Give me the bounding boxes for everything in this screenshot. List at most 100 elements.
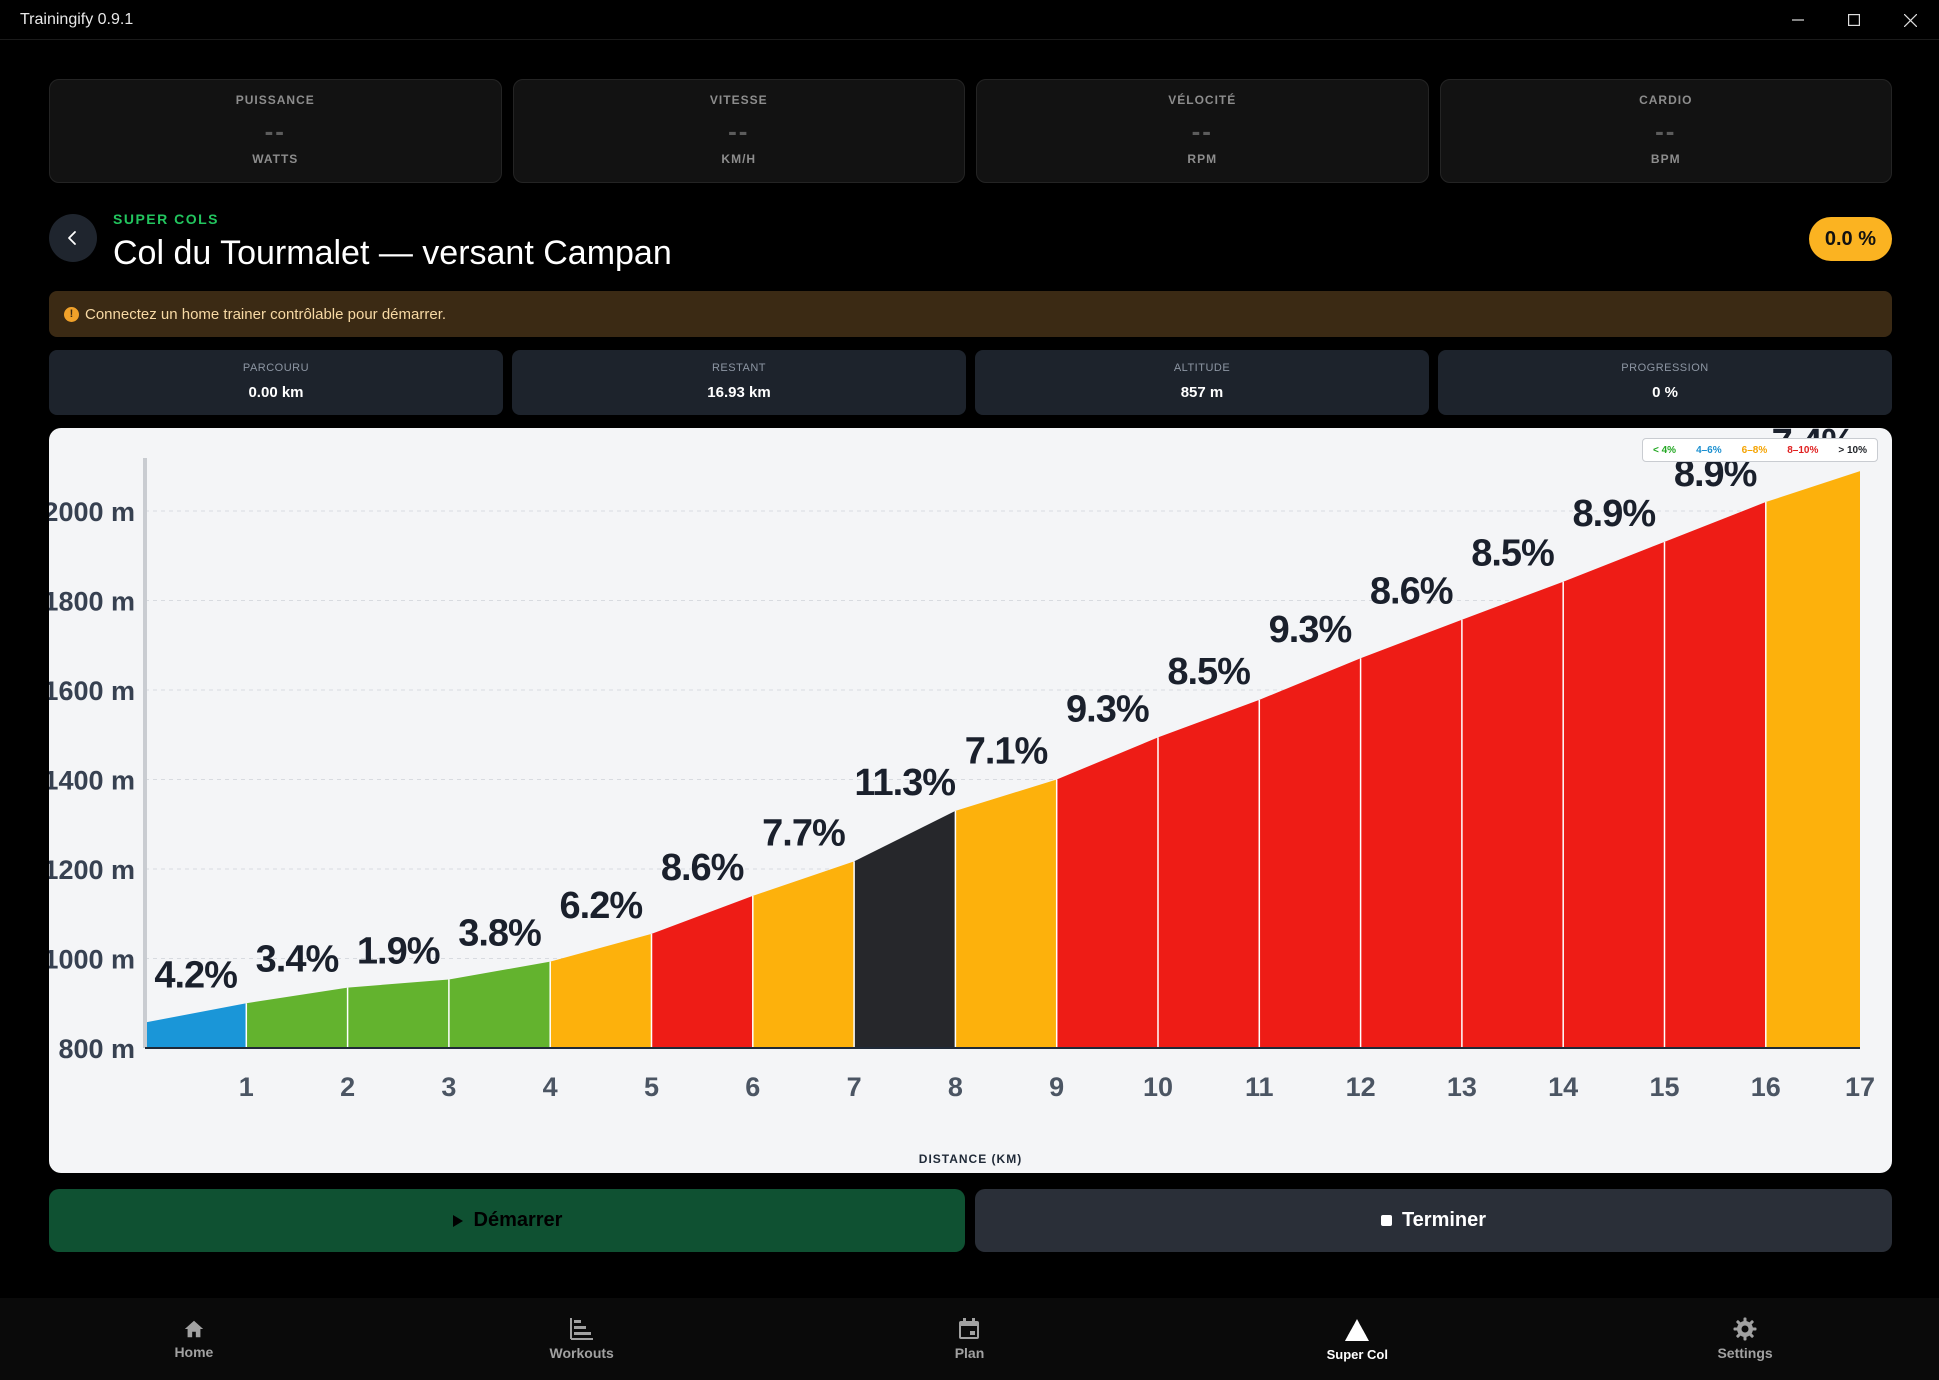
stat-value: 0.00 km [248, 384, 304, 401]
stat-value: 16.93 km [707, 384, 771, 401]
close-button[interactable] [1882, 0, 1938, 40]
legend-item: 8–10% [1787, 444, 1819, 456]
profile-segment [448, 961, 551, 1048]
metric-value: -- [264, 116, 286, 146]
mountain-icon [1345, 1318, 1370, 1341]
calendar-icon [959, 1318, 980, 1339]
home-icon [184, 1320, 204, 1338]
x-tick-label: 2 [340, 1072, 355, 1102]
nav-settings[interactable]: Settings [1551, 1298, 1939, 1380]
category-label: SUPER COLS [113, 211, 220, 227]
stat-progress: PROGRESSION 0 % [1438, 350, 1892, 415]
back-button[interactable] [49, 214, 97, 262]
chevron-left-icon [68, 231, 76, 245]
x-tick-label: 3 [441, 1072, 456, 1102]
trainer-alert: ! Connectez un home trainer contrôlable … [49, 291, 1892, 337]
close-icon [1903, 13, 1917, 27]
x-tick-label: 17 [1845, 1072, 1875, 1102]
profile-segment [752, 861, 855, 1048]
x-tick-label: 10 [1143, 1072, 1173, 1102]
grade-label: 9.3% [1066, 688, 1149, 730]
grade-label: 8.9% [1573, 493, 1656, 535]
window-title: Trainingify 0.9.1 [20, 11, 134, 28]
y-tick-label: 1000 m [49, 945, 135, 975]
x-tick-label: 15 [1649, 1072, 1679, 1102]
alert-text: Connectez un home trainer contrôlable po… [85, 305, 447, 323]
live-metrics: PUISSANCE -- WATTS VITESSE -- KM/H VÉLOC… [49, 79, 1892, 183]
stat-label: PROGRESSION [1621, 362, 1709, 374]
metric-unit: WATTS [252, 152, 299, 166]
profile-segment [145, 1003, 247, 1048]
metric-value: -- [1655, 116, 1677, 146]
minimize-button[interactable] [1770, 0, 1826, 40]
profile-segment [1664, 502, 1766, 1048]
metric-label: VÉLOCITÉ [1168, 93, 1237, 107]
nav-workouts[interactable]: Workouts [388, 1298, 776, 1380]
x-axis-label: DISTANCE (KM) [918, 1152, 1023, 1166]
grade-label: 8.6% [661, 847, 744, 889]
nav-super-col[interactable]: Super Col [1163, 1298, 1551, 1380]
gradient-legend: < 4% 4–6% 6–8% 8–10% > 10% [1641, 438, 1878, 462]
x-tick-label: 14 [1548, 1072, 1578, 1102]
bottom-nav: Home Workouts Plan Super Col [0, 1298, 1939, 1380]
metric-unit: RPM [1187, 152, 1218, 166]
nav-home[interactable]: Home [0, 1298, 388, 1380]
nav-plan[interactable]: Plan [776, 1298, 1164, 1380]
nav-label: Settings [1717, 1345, 1773, 1361]
stop-icon [1380, 1215, 1392, 1226]
x-tick-label: 4 [543, 1072, 558, 1102]
metric-cadence: VÉLOCITÉ -- RPM [976, 79, 1429, 183]
warning-icon: ! [64, 306, 79, 322]
y-tick-label: 1800 m [49, 587, 135, 617]
stop-button[interactable]: Terminer [975, 1189, 1892, 1252]
grade-label: 11.3% [854, 762, 955, 804]
x-tick-label: 11 [1245, 1072, 1274, 1102]
profile-segment [246, 987, 348, 1048]
x-tick-label: 7 [847, 1072, 862, 1102]
stat-label: ALTITUDE [1173, 362, 1231, 374]
start-button[interactable]: Démarrer [49, 1189, 965, 1252]
metric-value: -- [1191, 116, 1213, 146]
page-title: Col du Tourmalet — versant Campan [113, 234, 672, 272]
y-tick-label: 1200 m [49, 855, 135, 885]
profile-segment [1563, 541, 1665, 1048]
profile-segment [651, 895, 753, 1048]
x-tick-label: 12 [1346, 1072, 1376, 1102]
x-tick-label: 6 [745, 1072, 760, 1102]
elevation-profile-svg: 800 m 1000 m 1200 m 1400 m 1600 m 1800 m 2000 … [49, 428, 1875, 1102]
gear-icon [1733, 1317, 1757, 1341]
profile-segment [550, 933, 652, 1048]
grade-label: 7.1% [965, 731, 1048, 773]
x-tick-label: 5 [644, 1072, 659, 1102]
metric-label: CARDIO [1639, 93, 1693, 107]
grade-label: 6.2% [560, 885, 643, 927]
title-bar: Trainingify 0.9.1 [0, 0, 1939, 40]
stat-distance-done: PARCOURU 0.00 km [49, 350, 503, 415]
x-tick-label: 8 [948, 1072, 963, 1102]
profile-segment [1056, 737, 1158, 1048]
stat-distance-remaining: RESTANT 16.93 km [512, 350, 966, 415]
grade-label: 8.6% [1370, 571, 1453, 613]
metric-unit: BPM [1650, 152, 1681, 166]
metric-speed: VITESSE -- KM/H [512, 79, 965, 183]
grade-label: 3.4% [256, 939, 339, 981]
ride-stats: PARCOURU 0.00 km RESTANT 16.93 km ALTITU… [49, 350, 1892, 415]
start-button-label: Démarrer [473, 1209, 563, 1231]
grade-label: 7.7% [762, 812, 845, 854]
metric-unit: KM/H [721, 152, 757, 166]
nav-label: Home [174, 1344, 214, 1360]
profile-segment [347, 979, 449, 1048]
metric-value: -- [728, 116, 750, 146]
workouts-icon [569, 1318, 593, 1340]
metric-power: PUISSANCE -- WATTS [49, 79, 502, 183]
x-tick-label: 16 [1751, 1072, 1781, 1102]
minimize-icon [1792, 19, 1804, 21]
metric-heart-rate: CARDIO -- BPM [1439, 79, 1892, 183]
profile-segment [1157, 699, 1260, 1048]
stat-value: 857 m [1180, 384, 1224, 401]
profile-segment [955, 779, 1057, 1048]
profile-segment [854, 810, 956, 1048]
grade-label: 3.8% [458, 913, 541, 955]
maximize-button[interactable] [1826, 0, 1882, 40]
stat-value: 0 % [1652, 384, 1678, 401]
